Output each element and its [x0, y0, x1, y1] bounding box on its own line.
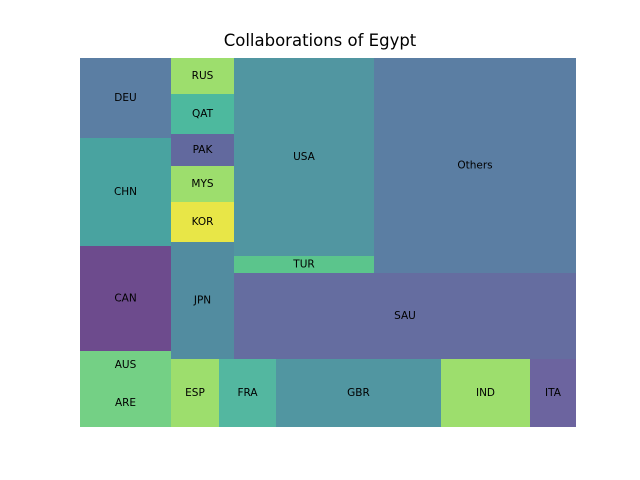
tile-deu: [80, 58, 171, 138]
tile-label-sau: SAU: [394, 310, 416, 322]
tile-label-are: ARE: [115, 397, 136, 409]
tile-label-tur: TUR: [292, 259, 314, 271]
tile-label-usa: USA: [293, 151, 316, 163]
tile-label-esp: ESP: [185, 387, 205, 399]
tile-qat: [171, 94, 234, 134]
tile-kor: [171, 202, 234, 242]
tile-label-mys: MYS: [191, 178, 213, 190]
tile-usa: [234, 58, 374, 256]
tile-label-can: CAN: [114, 293, 136, 305]
tile-pak: [171, 134, 234, 166]
tile-ita: [530, 359, 576, 427]
tile-rus: [171, 58, 234, 94]
tile-label-ind: IND: [476, 387, 495, 399]
tile-gbr: [276, 359, 441, 427]
tile-label-ita: ITA: [545, 387, 562, 399]
tile-label-kor: KOR: [192, 216, 214, 228]
tile-others: [374, 58, 576, 273]
tile-tur: [234, 256, 374, 273]
tile-label-rus: RUS: [192, 70, 214, 82]
tile-label-qat: QAT: [192, 108, 214, 120]
tile-label-deu: DEU: [114, 92, 136, 104]
tile-label-others: Others: [457, 160, 492, 172]
tile-label-gbr: GBR: [347, 387, 370, 399]
tile-are: [80, 379, 171, 427]
tile-label-chn: CHN: [114, 186, 137, 198]
tile-chn: [80, 138, 171, 246]
tile-fra: [219, 359, 276, 427]
tile-label-aus: AUS: [115, 359, 137, 371]
tile-aus: [80, 351, 171, 379]
tile-can: [80, 246, 171, 351]
tile-label-jpn: JPN: [193, 295, 211, 307]
tile-label-fra: FRA: [237, 387, 258, 399]
tile-mys: [171, 166, 234, 202]
tile-jpn: [171, 242, 234, 359]
tile-label-pak: PAK: [193, 144, 214, 156]
chart-title: Collaborations of Egypt: [223, 31, 417, 50]
tile-sau: [234, 273, 576, 359]
tile-esp: [171, 359, 219, 427]
tile-ind: [441, 359, 530, 427]
